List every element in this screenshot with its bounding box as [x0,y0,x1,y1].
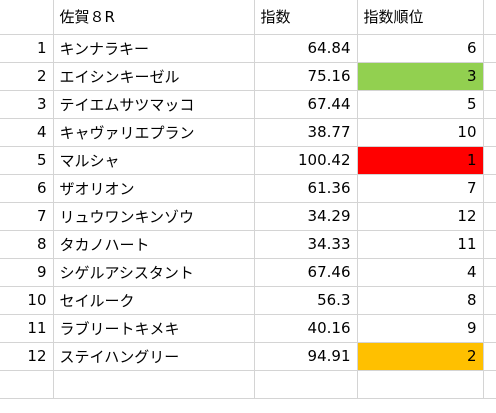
table-row: 2 エイシンキーゼル 75.16 3 [0,62,496,91]
horse-name-cell[interactable]: シゲルアシスタント [53,258,255,287]
row-number[interactable]: 1 [0,34,54,63]
row-number[interactable]: 9 [0,258,54,287]
rank-cell-highlight-orange[interactable]: 2 [357,342,484,371]
table-row: 5 マルシャ 100.42 1 [0,146,496,175]
data-grid: 佐賀８R 指数 指数順位 1 キンナラキー 64.84 6 2 エイシンキーゼル… [0,0,496,399]
empty-cell[interactable] [483,146,496,175]
empty-cell[interactable] [483,286,496,315]
row-number[interactable]: 6 [0,174,54,203]
horse-name-cell[interactable]: ラブリートキメキ [53,314,255,343]
row-number[interactable] [0,370,54,399]
rank-cell[interactable]: 6 [357,34,484,63]
rank-cell[interactable]: 11 [357,230,484,259]
row-number[interactable]: 3 [0,90,54,119]
rank-cell[interactable]: 9 [357,314,484,343]
table-row [0,370,496,399]
empty-cell[interactable] [483,62,496,91]
table-row: 10 セイルーク 56.3 8 [0,286,496,315]
rank-cell[interactable]: 12 [357,202,484,231]
horse-name-cell[interactable]: タカノハート [53,230,255,259]
index-cell[interactable]: 61.36 [254,174,358,203]
empty-cell[interactable] [483,230,496,259]
row-number[interactable]: 2 [0,62,54,91]
empty-cell[interactable] [483,174,496,203]
empty-cell[interactable] [483,34,496,63]
index-cell[interactable]: 38.77 [254,118,358,147]
row-number[interactable]: 12 [0,342,54,371]
empty-cell[interactable] [357,370,484,399]
empty-cell[interactable] [483,342,496,371]
empty-cell[interactable] [483,370,496,399]
row-number[interactable]: 11 [0,314,54,343]
rank-cell[interactable]: 7 [357,174,484,203]
header-race[interactable]: 佐賀８R [53,0,255,35]
row-number[interactable]: 4 [0,118,54,147]
row-number[interactable]: 5 [0,146,54,175]
index-cell[interactable]: 75.16 [254,62,358,91]
row-number[interactable]: 8 [0,230,54,259]
empty-cell[interactable] [483,0,496,35]
table-row: 4 キャヴァリエプラン 38.77 10 [0,118,496,147]
horse-name-cell[interactable]: セイルーク [53,286,255,315]
horse-name-cell[interactable]: ステイハングリー [53,342,255,371]
table-row: 1 キンナラキー 64.84 6 [0,34,496,63]
index-cell[interactable]: 56.3 [254,286,358,315]
table-row: 3 テイエムサツマッコ 67.44 5 [0,90,496,119]
rank-cell[interactable]: 8 [357,286,484,315]
horse-name-cell[interactable]: テイエムサツマッコ [53,90,255,119]
empty-cell[interactable] [254,370,358,399]
empty-cell[interactable] [53,370,255,399]
table-row: 8 タカノハート 34.33 11 [0,230,496,259]
index-cell[interactable]: 100.42 [254,146,358,175]
empty-cell[interactable] [483,90,496,119]
table-row: 6 ザオリオン 61.36 7 [0,174,496,203]
rank-cell[interactable]: 10 [357,118,484,147]
index-cell[interactable]: 40.16 [254,314,358,343]
index-cell[interactable]: 67.46 [254,258,358,287]
header-rank[interactable]: 指数順位 [357,0,484,35]
empty-cell[interactable] [483,202,496,231]
index-cell[interactable]: 34.33 [254,230,358,259]
horse-name-cell[interactable]: マルシャ [53,146,255,175]
corner-cell[interactable] [0,0,54,35]
table-row: 9 シゲルアシスタント 67.46 4 [0,258,496,287]
header-row: 佐賀８R 指数 指数順位 [0,0,496,35]
horse-name-cell[interactable]: ザオリオン [53,174,255,203]
index-cell[interactable]: 34.29 [254,202,358,231]
index-cell[interactable]: 94.91 [254,342,358,371]
horse-name-cell[interactable]: リュウワンキンゾウ [53,202,255,231]
horse-name-cell[interactable]: キンナラキー [53,34,255,63]
empty-cell[interactable] [483,258,496,287]
index-cell[interactable]: 67.44 [254,90,358,119]
rank-cell-highlight-red[interactable]: 1 [357,146,484,175]
row-number[interactable]: 7 [0,202,54,231]
rank-cell-highlight-green[interactable]: 3 [357,62,484,91]
horse-name-cell[interactable]: キャヴァリエプラン [53,118,255,147]
row-number[interactable]: 10 [0,286,54,315]
horse-name-cell[interactable]: エイシンキーゼル [53,62,255,91]
empty-cell[interactable] [483,118,496,147]
table-row: 11 ラブリートキメキ 40.16 9 [0,314,496,343]
rank-cell[interactable]: 4 [357,258,484,287]
rank-cell[interactable]: 5 [357,90,484,119]
index-cell[interactable]: 64.84 [254,34,358,63]
table-row: 12 ステイハングリー 94.91 2 [0,342,496,371]
empty-cell[interactable] [483,314,496,343]
header-index[interactable]: 指数 [254,0,358,35]
table-row: 7 リュウワンキンゾウ 34.29 12 [0,202,496,231]
